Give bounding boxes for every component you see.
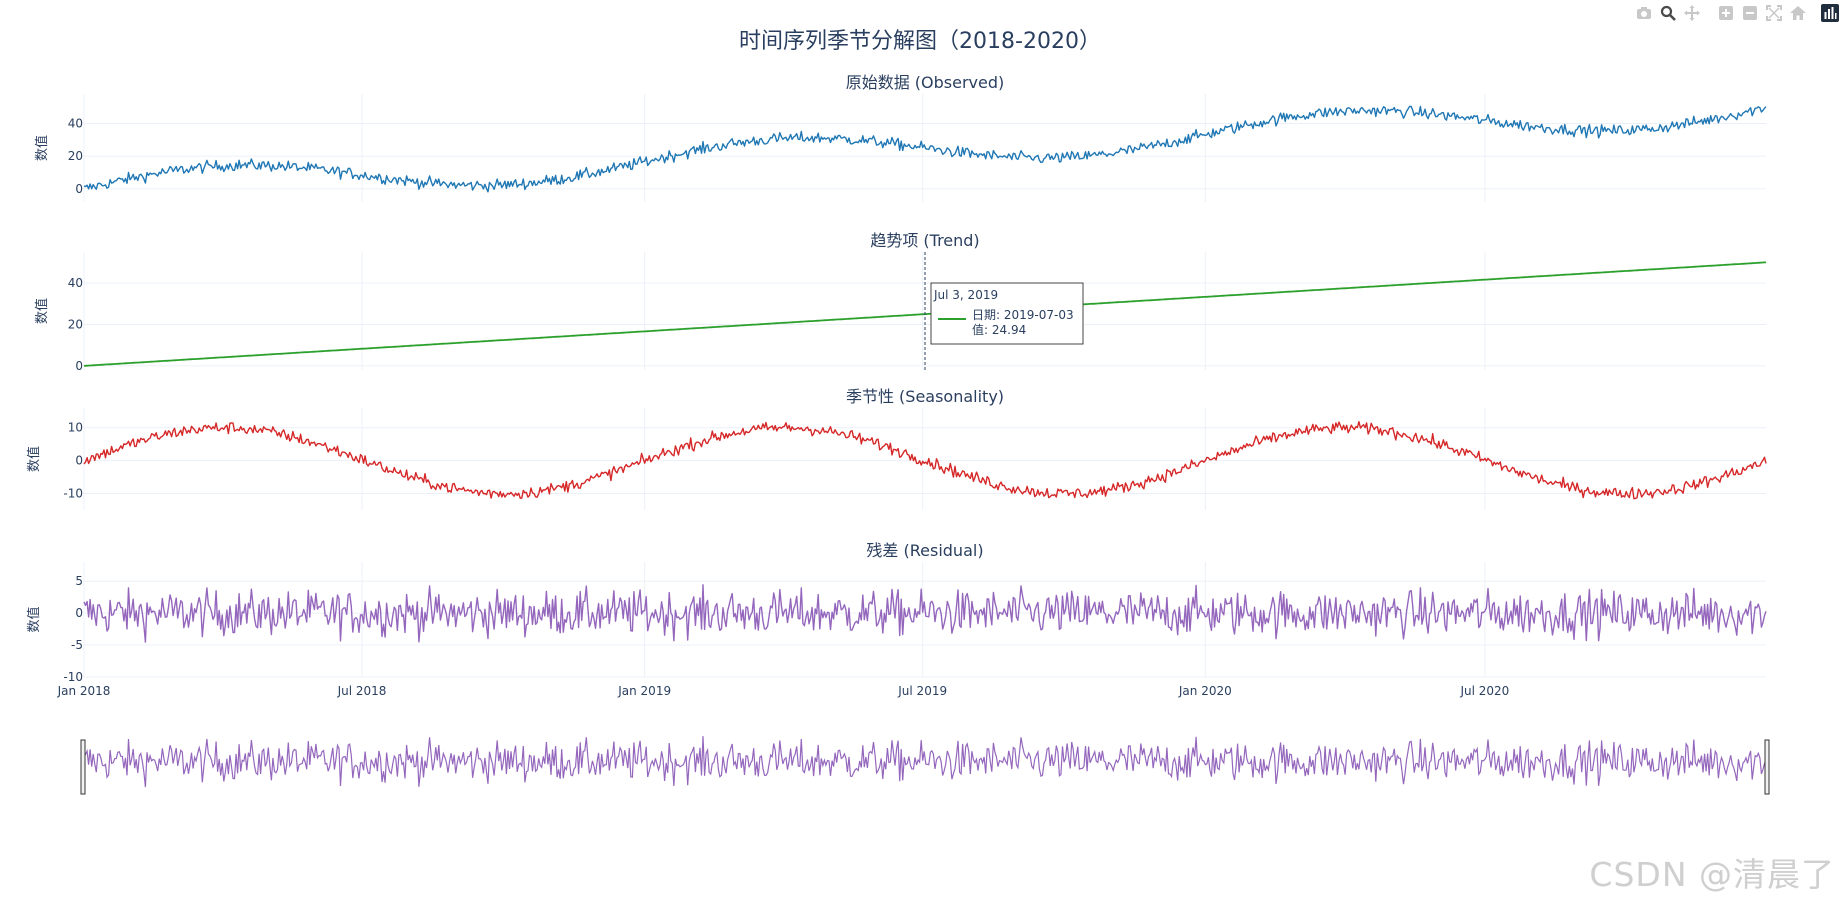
subplot-3: -10 0 10 季节性 (Seasonality) 数值 bbox=[26, 387, 1767, 510]
tooltip-date: 日期: 2019-07-03 bbox=[972, 308, 1074, 322]
y-tick-label: 40 bbox=[68, 276, 83, 290]
range-slider-left-handle[interactable] bbox=[80, 739, 86, 795]
pan-icon[interactable] bbox=[1681, 2, 1703, 24]
zoom-in-icon[interactable] bbox=[1715, 2, 1737, 24]
watermark: CSDN @清晨了 bbox=[1589, 855, 1835, 894]
y-tick-label: -10 bbox=[63, 487, 83, 501]
x-tick-label: Jul 2020 bbox=[1459, 684, 1509, 698]
autoscale-icon[interactable] bbox=[1763, 2, 1785, 24]
x-tick-label: Jan 2020 bbox=[1178, 684, 1232, 698]
y-tick-label: 0 bbox=[75, 606, 83, 620]
subplot-title: 季节性 (Seasonality) bbox=[846, 387, 1004, 406]
y-axis-label: 数值 bbox=[34, 135, 50, 161]
y-tick-label: -10 bbox=[63, 670, 83, 684]
range-slider[interactable] bbox=[80, 716, 1770, 818]
y-axis-label: 数值 bbox=[26, 446, 42, 472]
y-axis-label: 数值 bbox=[26, 606, 42, 632]
modebar bbox=[1633, 2, 1841, 24]
y-tick-label: 20 bbox=[68, 149, 83, 163]
home-icon[interactable] bbox=[1787, 2, 1809, 24]
y-tick-label: 0 bbox=[75, 454, 83, 468]
y-tick-label: 10 bbox=[68, 421, 83, 435]
chart-title: 时间序列季节分解图（2018-2020） bbox=[739, 29, 1101, 54]
subplot-panels: 0 20 40 原始数据 (Observed) 数值 0 20 40 趋势项 (Trend) 数值… bbox=[26, 73, 1767, 684]
zoom-icon[interactable] bbox=[1657, 2, 1679, 24]
x-tick-label: Jan 2019 bbox=[617, 684, 671, 698]
y-tick-label: 40 bbox=[68, 116, 83, 130]
tooltip-value: 值: 24.94 bbox=[972, 322, 1026, 337]
series-line[interactable] bbox=[83, 105, 1767, 193]
plotly-logo-icon[interactable] bbox=[1819, 2, 1841, 24]
subplot-title: 原始数据 (Observed) bbox=[846, 73, 1005, 92]
x-tick-label: Jan 2018 bbox=[57, 684, 111, 698]
tooltip-box bbox=[930, 282, 1084, 345]
series-line[interactable] bbox=[83, 421, 1767, 500]
subplot-4: -10 -5 0 5 残差 (Residual) 数值 bbox=[26, 541, 1767, 684]
hover-tooltip: Jul 3, 2019 日期: 2019-07-03 值: 24.94 bbox=[924, 252, 1084, 370]
y-tick-label: 0 bbox=[75, 359, 83, 373]
x-axis-ticks: Jan 2018 Jul 2018 Jan 2019 Jul 2019 Jan 2020… bbox=[57, 684, 1510, 698]
x-tick-label: Jul 2018 bbox=[337, 684, 387, 698]
subplot-2: 0 20 40 趋势项 (Trend) 数值 bbox=[34, 231, 1766, 373]
y-tick-label: 20 bbox=[68, 317, 83, 331]
y-tick-label: 5 bbox=[75, 574, 83, 588]
subplot-title: 残差 (Residual) bbox=[866, 541, 983, 560]
range-slider-right-handle[interactable] bbox=[1764, 739, 1770, 795]
range-slider-series bbox=[83, 736, 1767, 788]
y-tick-label: 0 bbox=[75, 182, 83, 196]
y-tick-label: -5 bbox=[71, 638, 83, 652]
camera-icon[interactable] bbox=[1633, 2, 1655, 24]
subplot-title: 趋势项 (Trend) bbox=[870, 231, 979, 250]
x-tick-label: Jul 2019 bbox=[897, 684, 947, 698]
series-line[interactable] bbox=[83, 584, 1767, 643]
tooltip-header: Jul 3, 2019 bbox=[933, 288, 998, 302]
subplot-1: 0 20 40 原始数据 (Observed) 数值 bbox=[34, 73, 1767, 202]
zoom-out-icon[interactable] bbox=[1739, 2, 1761, 24]
y-axis-label: 数值 bbox=[34, 298, 50, 324]
